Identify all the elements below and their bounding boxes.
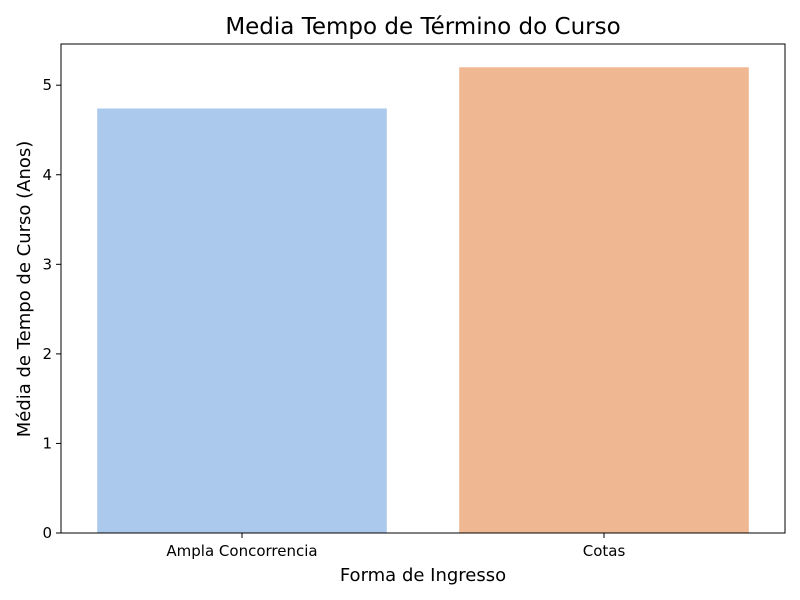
- plot-frame: [60, 43, 786, 534]
- bars-layer: [97, 67, 749, 534]
- y-tick-label-2: 2: [42, 345, 52, 363]
- bar-2: [459, 67, 749, 534]
- y-tick-label-4: 4: [42, 166, 52, 184]
- chart-title: Media Tempo de Término do Curso: [225, 14, 620, 40]
- x-axis: Ampla Concorrencia Cotas: [166, 533, 625, 560]
- x-axis-label: Forma de Ingresso: [340, 565, 506, 586]
- x-tick-label-1: Ampla Concorrencia: [166, 542, 317, 560]
- y-tick-label-0: 0: [42, 524, 52, 542]
- x-tick-label-2: Cotas: [583, 542, 626, 560]
- y-tick-label-5: 5: [42, 76, 52, 94]
- bar-1: [97, 108, 387, 533]
- y-tick-label-1: 1: [42, 434, 52, 452]
- y-tick-label-3: 3: [42, 255, 52, 273]
- y-axis: 0 1 2 3 4 5: [42, 76, 61, 542]
- y-axis-label: Média de Tempo de Curso (Anos): [14, 141, 35, 438]
